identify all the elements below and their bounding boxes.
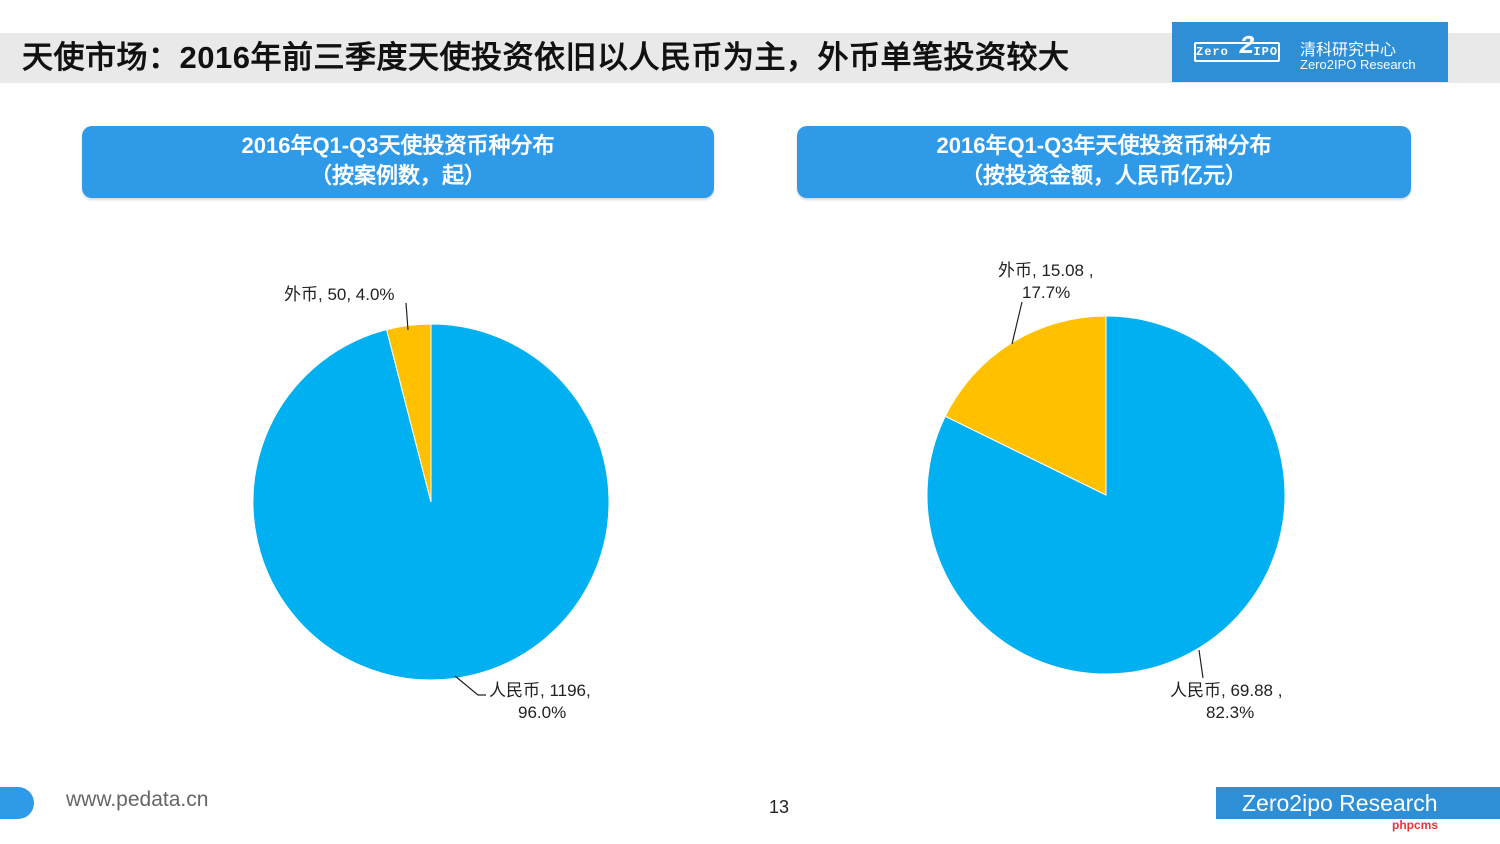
logo-mark-end: IPO [1253, 45, 1279, 59]
chart-left-subtitle: （按案例数，起） [309, 163, 486, 188]
pie-slice-foreign [385, 323, 432, 503]
logo-en-text: Zero2IPO Research [1300, 57, 1416, 72]
label-left-rmb-1: 人民币, 1196, [489, 681, 591, 700]
page-title: 天使市场：2016年前三季度天使投资依旧以人民币为主，外币单笔投资较大 [22, 40, 1070, 75]
footer-tab [0, 787, 34, 819]
label-left-rmb-2: 96.0% [518, 703, 566, 722]
chart-right-header: 2016年Q1-Q3年天使投资币种分布 （按投资金额，人民币亿元） [797, 126, 1411, 198]
pie-chart-right [926, 315, 1286, 675]
leader-left-rmb [454, 675, 486, 696]
label-right-rmb-1: 人民币, 69.88 , [1170, 681, 1282, 700]
logo-mark-start: Zero [1196, 45, 1229, 59]
chart-left-header: 2016年Q1-Q3天使投资币种分布 （按案例数，起） [82, 126, 714, 198]
page-number: 13 [769, 797, 790, 817]
label-right-foreign-2: 17.7% [1022, 283, 1070, 302]
footer-brand: Zero2ipo Research [1216, 787, 1500, 819]
pie-slice-rmb [252, 323, 610, 681]
label-left-foreign: 外币, 50, 4.0% [284, 285, 395, 304]
chart-left-title: 2016年Q1-Q3天使投资币种分布 [241, 133, 555, 158]
chart-right-subtitle: （按投资金额，人民币亿元） [960, 163, 1247, 188]
pie-chart-left [252, 323, 610, 681]
chart-right-title: 2016年Q1-Q3年天使投资币种分布 [936, 133, 1272, 158]
label-right-foreign-1: 外币, 15.08 , [998, 261, 1093, 280]
footer-url[interactable]: www.pedata.cn [66, 788, 209, 811]
pie-slice-foreign [944, 315, 1107, 496]
label-right-rmb-2: 82.3% [1206, 703, 1254, 722]
logo-two: 2 [1239, 31, 1256, 61]
leader-right-foreign [1011, 301, 1023, 345]
leader-left-foreign [405, 302, 409, 331]
zero2ipo-logo: Zero IPO 2 清科研究中心 Zero2IPO Research [1172, 22, 1448, 82]
watermark: phpcms [1392, 818, 1439, 832]
logo-cn-text: 清科研究中心 [1300, 42, 1397, 59]
leader-right-rmb [1198, 649, 1204, 679]
logo-mark: Zero IPO 2 [1194, 33, 1280, 62]
